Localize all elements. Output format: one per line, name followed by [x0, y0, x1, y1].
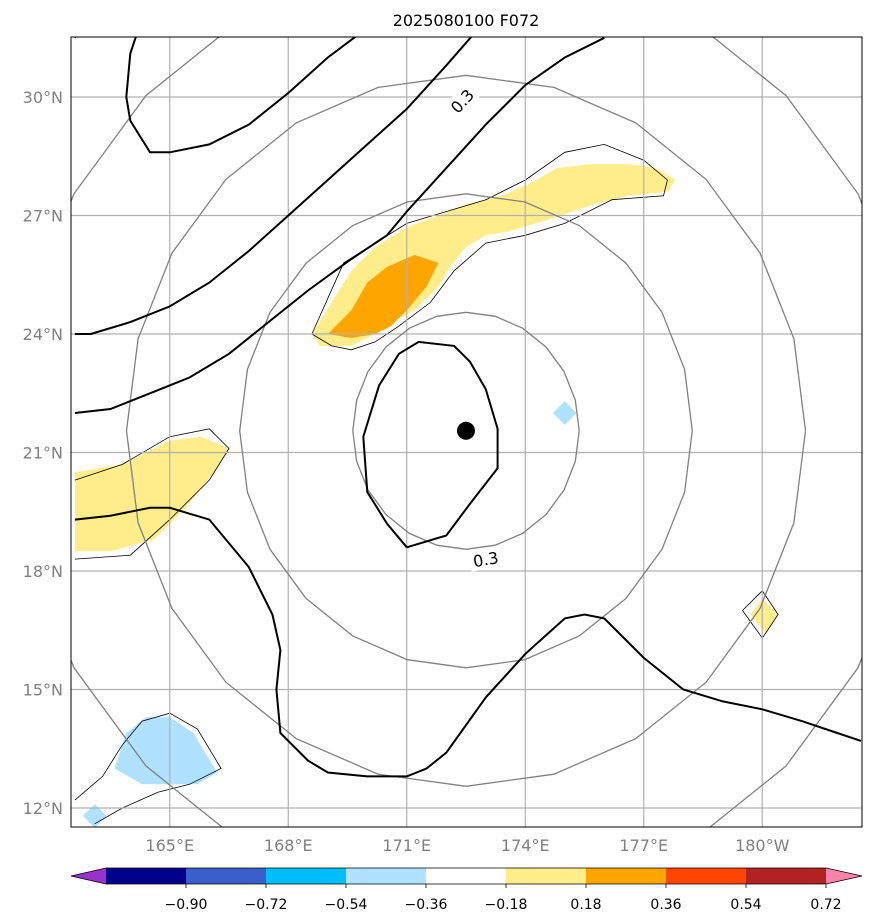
colorbar-segment [106, 868, 187, 884]
contour-line-mid-contour [74, 37, 605, 414]
plot-frame [70, 36, 863, 828]
chart-title: 2025080100 F072 [393, 11, 540, 30]
x-tick-label: 168°E [264, 836, 313, 855]
range-ring-9deg [125, 74, 807, 787]
y-tick-label: 27°N [23, 207, 63, 226]
colorbar-tick-label: −0.72 [245, 897, 288, 913]
x-tick-labels: 165°E 168°E 171°E 174°E 177°E 180°W [145, 836, 789, 855]
filled-region-northeast-band-orange [327, 255, 439, 338]
thin-outline-e-outline [742, 590, 779, 639]
colorbar-segment [346, 868, 427, 884]
colorbar-tick-label: 0.18 [570, 897, 601, 913]
contour-line-layer [74, 37, 862, 778]
colorbar-tick-label: 0.54 [730, 897, 761, 913]
colorbar-tick-label: −0.90 [165, 897, 208, 913]
contour-label: 0.3 [472, 548, 500, 571]
x-tick-label: 165°E [145, 836, 194, 855]
filled-region-west-band-yellow [74, 436, 230, 552]
thin-outline-layer [74, 143, 779, 825]
y-tick-label: 15°N [23, 681, 63, 700]
x-tick-label: 174°E [501, 836, 550, 855]
contour-line-south-contour [74, 506, 862, 778]
colorbar-segment [266, 868, 347, 884]
range-ring-layer [71, 37, 862, 827]
contour-label-bg [468, 546, 504, 572]
contour-line-north-contour-03 [74, 37, 473, 335]
y-tick-label: 30°N [23, 88, 63, 107]
x-tick-label: 180°W [735, 836, 790, 855]
contour-line-west-arc-contour [125, 37, 357, 154]
thin-outline-sw-outline [74, 712, 222, 825]
map-plot-area: 0.30.3 [71, 37, 862, 827]
colorbar-segment [666, 868, 747, 884]
y-tick-label: 21°N [23, 444, 63, 463]
colorbar-tick-label: −0.54 [325, 897, 368, 913]
colorbar-segment [506, 868, 587, 884]
x-tick-label: 177°E [619, 836, 668, 855]
range-ring-3deg [352, 311, 580, 550]
filled-contour-layer [74, 164, 779, 827]
contour-line-closed-center [362, 340, 499, 549]
y-tick-label: 18°N [23, 562, 63, 581]
colorbar: −0.90 −0.72 −0.54 −0.36 −0.18 0.18 0.36 0.54 0.7… [70, 867, 863, 913]
colorbar-outline [70, 867, 863, 885]
gridline-layer [71, 37, 862, 827]
colorbar-segment [586, 868, 667, 884]
thin-outline-ne-outline [311, 143, 668, 351]
colorbar-segment [186, 868, 267, 884]
colorbar-tick-label: −0.36 [405, 897, 448, 913]
y-tick-label: 24°N [23, 325, 63, 344]
filled-region-southwest-blue [114, 717, 218, 785]
colorbar-extend-high [826, 868, 862, 884]
x-tick-label: 171°E [382, 836, 431, 855]
y-tick-labels: 12°N 15°N 18°N 21°N 24°N 27°N 30°N [23, 88, 63, 818]
colorbar-segment [746, 868, 827, 884]
filled-region-southwest-small-blue [82, 804, 107, 827]
contour-label-bg [443, 82, 481, 120]
colorbar-segment [426, 868, 507, 884]
storm-center-marker [457, 421, 475, 440]
thin-outline-w-outline [74, 428, 230, 560]
range-ring-6deg [239, 193, 693, 669]
y-tick-label: 12°N [23, 799, 63, 818]
colorbar-tick-label: 0.72 [810, 897, 841, 913]
filled-region-east-tiny-blue [552, 401, 577, 425]
colorbar-tick-label: −0.18 [485, 897, 528, 913]
colorbar-tick-label: 0.36 [650, 897, 681, 913]
colorbar-extend-low [71, 868, 106, 884]
